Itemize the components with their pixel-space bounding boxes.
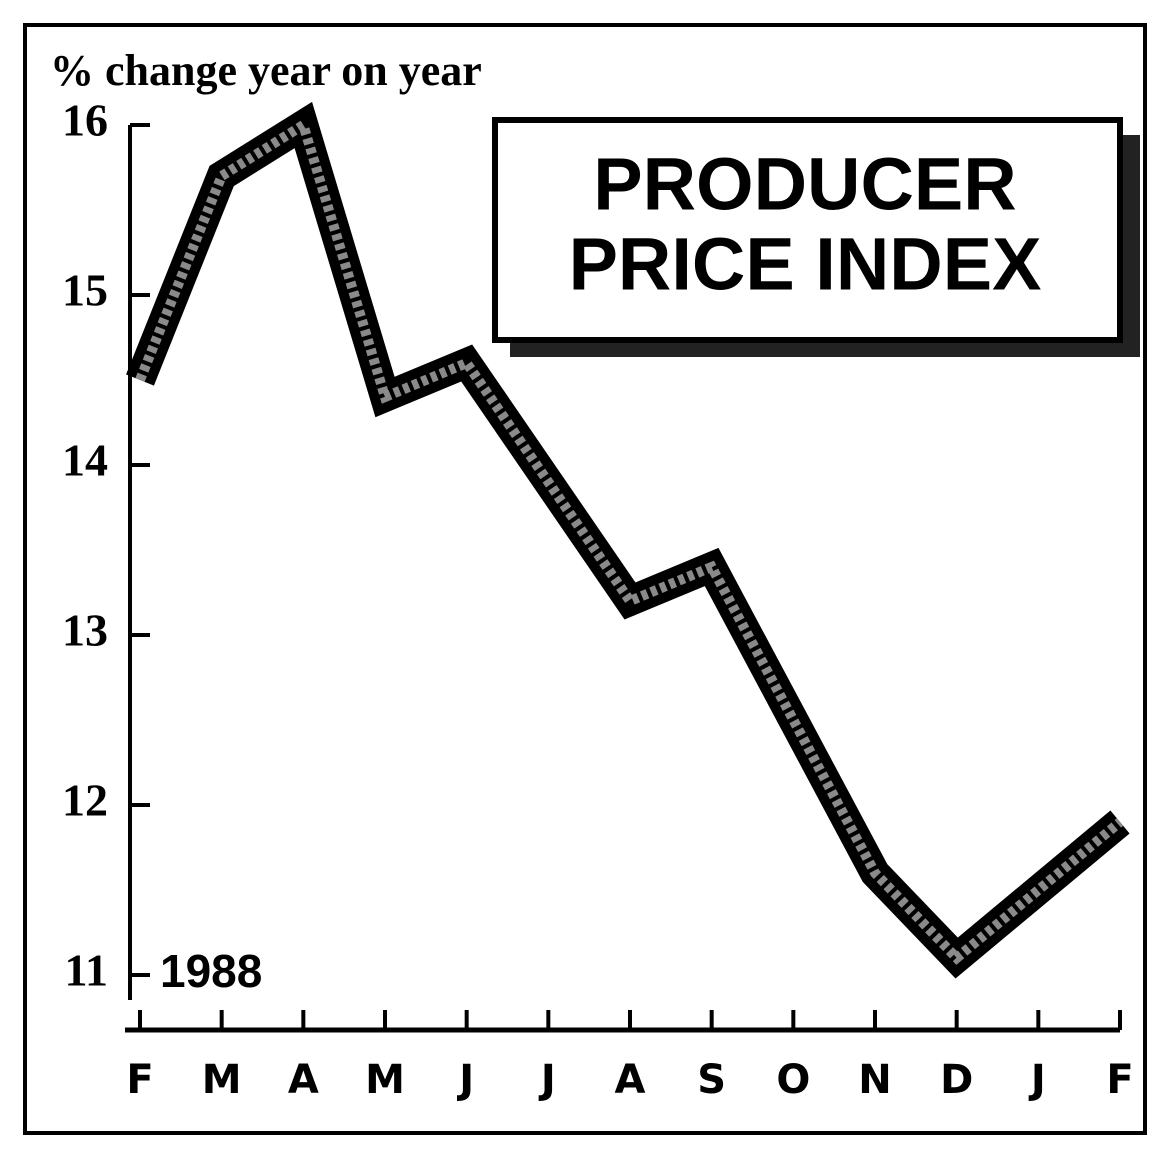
y-axis-label: % change year on year — [50, 46, 482, 95]
x-tick-label: A — [615, 1057, 646, 1103]
title-box — [492, 117, 1123, 343]
y-tick-label: 13 — [62, 605, 108, 656]
title-line: PRICE INDEX — [569, 223, 1042, 306]
y-tick-label: 15 — [62, 265, 108, 316]
y-tick-label: 12 — [62, 775, 108, 826]
x-tick-label: F — [1106, 1057, 1133, 1103]
title-line: PRODUCER — [593, 143, 1016, 226]
x-tick-label: J — [456, 1057, 474, 1103]
x-tick-label: N — [858, 1057, 891, 1103]
x-tick-label: J — [1028, 1057, 1046, 1103]
x-tick-label: A — [288, 1057, 319, 1103]
annotation: 1988 — [160, 945, 262, 997]
y-tick-label: 16 — [62, 95, 108, 146]
x-tick-label: F — [126, 1057, 153, 1103]
x-tick-label: S — [697, 1057, 726, 1103]
x-tick-label: J — [538, 1057, 556, 1103]
x-tick-label: D — [940, 1057, 973, 1103]
frame — [23, 23, 1147, 1135]
y-tick-label: 11 — [65, 945, 108, 996]
x-tick-label: M — [365, 1057, 405, 1103]
y-tick-label: 14 — [62, 435, 108, 486]
x-tick-label: O — [776, 1057, 810, 1103]
x-tick-label: M — [202, 1057, 242, 1103]
line-highlight — [135, 117, 1124, 965]
